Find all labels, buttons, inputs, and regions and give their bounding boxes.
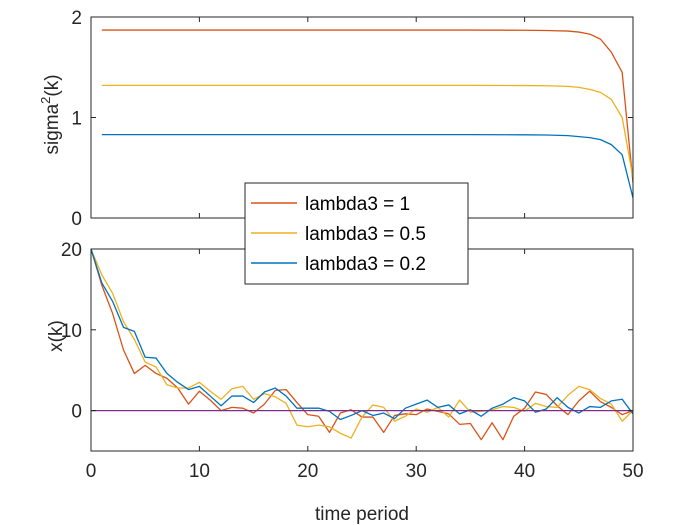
top-y-axis-label: sigma2(k) xyxy=(38,74,63,154)
bottom-x-tick-label: 30 xyxy=(406,461,427,482)
legend: lambda3 = 1 lambda3 = 0.5 lambda3 = 0.2 xyxy=(244,182,469,285)
top-y-tick-label: 2 xyxy=(71,8,82,29)
bottom-plot: 0 10 20 30 40 50 0 10 20 x(k) time period xyxy=(46,240,644,525)
bottom-y-axis-label: x(k) xyxy=(46,320,67,352)
bottom-x-tick-label: 40 xyxy=(514,461,535,482)
bottom-series-group xyxy=(91,249,633,441)
legend-label-lambda3-0-5: lambda3 = 0.5 xyxy=(305,224,426,245)
bottom-x-tick-label: 50 xyxy=(622,461,643,482)
top-y-tick-label: 1 xyxy=(71,109,82,130)
bottom-x-axis-label: time period xyxy=(315,504,409,525)
bottom-x-tick-label: 20 xyxy=(297,461,318,482)
bottom-y-tick-label: 20 xyxy=(61,240,82,261)
top-y-tick-label: 0 xyxy=(71,209,82,230)
top-series-line-lambda3-0-5 xyxy=(101,84,633,178)
top-series-group xyxy=(101,29,633,199)
top-plot: 0 1 2 sigma2(k) xyxy=(38,8,634,230)
bottom-y-tick-label: 10 xyxy=(61,321,82,342)
bottom-x-tick-label: 0 xyxy=(86,461,97,482)
bottom-series-line-lambda3-0-5 xyxy=(91,249,633,439)
top-series-line-lambda3-0-2 xyxy=(101,133,633,199)
legend-label-lambda3-1: lambda3 = 1 xyxy=(305,194,410,215)
top-series-line-lambda3-1 xyxy=(101,29,633,183)
bottom-x-tick-label: 10 xyxy=(189,461,210,482)
legend-label-lambda3-0-2: lambda3 = 0.2 xyxy=(305,254,426,275)
bottom-y-tick-label: 0 xyxy=(71,402,82,423)
